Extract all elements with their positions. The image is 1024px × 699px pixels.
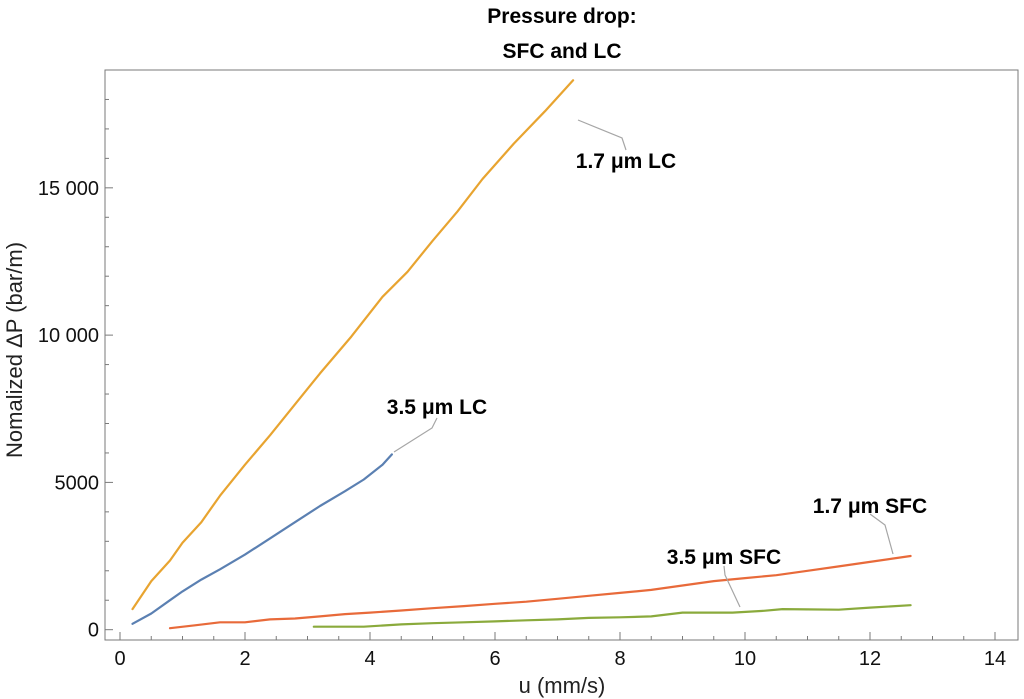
series-line-0 xyxy=(131,79,575,611)
chart-title-line-2: SFC and LC xyxy=(503,40,622,63)
leader-3-5um-lc xyxy=(393,417,438,453)
y-axis-label: Nomalized ΔP (bar/m) xyxy=(2,242,27,458)
series-lines xyxy=(131,79,912,630)
series-line-2 xyxy=(168,554,912,630)
series-line-1 xyxy=(131,453,393,625)
series-label-3-5um-lc: 3.5 μm LC xyxy=(387,396,487,419)
leader-1-7um-sfc xyxy=(869,513,894,555)
x-tick-label: 8 xyxy=(614,648,625,670)
chart-title-line-1: Pressure drop: xyxy=(487,5,636,28)
x-tick-label: 4 xyxy=(364,648,375,670)
x-tick-label: 0 xyxy=(114,648,125,670)
series-label-3-5um-sfc: 3.5 μm SFC xyxy=(667,546,781,569)
x-tick-label: 12 xyxy=(859,648,881,670)
x-axis-label: u (mm/s) xyxy=(519,673,606,698)
series-label-1-7um-lc: 1.7 μm LC xyxy=(576,150,676,173)
series-label-1-7um-sfc: 1.7 μm SFC xyxy=(813,495,927,518)
y-tick-label: 0 xyxy=(88,620,99,642)
y-tick-label: 5000 xyxy=(55,472,100,494)
x-tick-label: 10 xyxy=(734,648,756,670)
x-tick-label: 6 xyxy=(489,648,500,670)
x-tick-label: 2 xyxy=(239,648,250,670)
y-tick-label: 15 000 xyxy=(38,178,99,200)
x-axis: 0 2 4 6 8 10 12 14 xyxy=(114,632,1006,670)
x-tick-label: 14 xyxy=(984,648,1006,670)
y-axis: 0 5000 10 000 15 000 xyxy=(38,98,113,642)
leader-1-7um-lc xyxy=(577,119,627,151)
leader-3-5um-sfc xyxy=(723,565,741,608)
y-tick-label: 10 000 xyxy=(38,325,99,347)
plot-frame xyxy=(104,69,1019,641)
series-line-3 xyxy=(312,604,912,628)
